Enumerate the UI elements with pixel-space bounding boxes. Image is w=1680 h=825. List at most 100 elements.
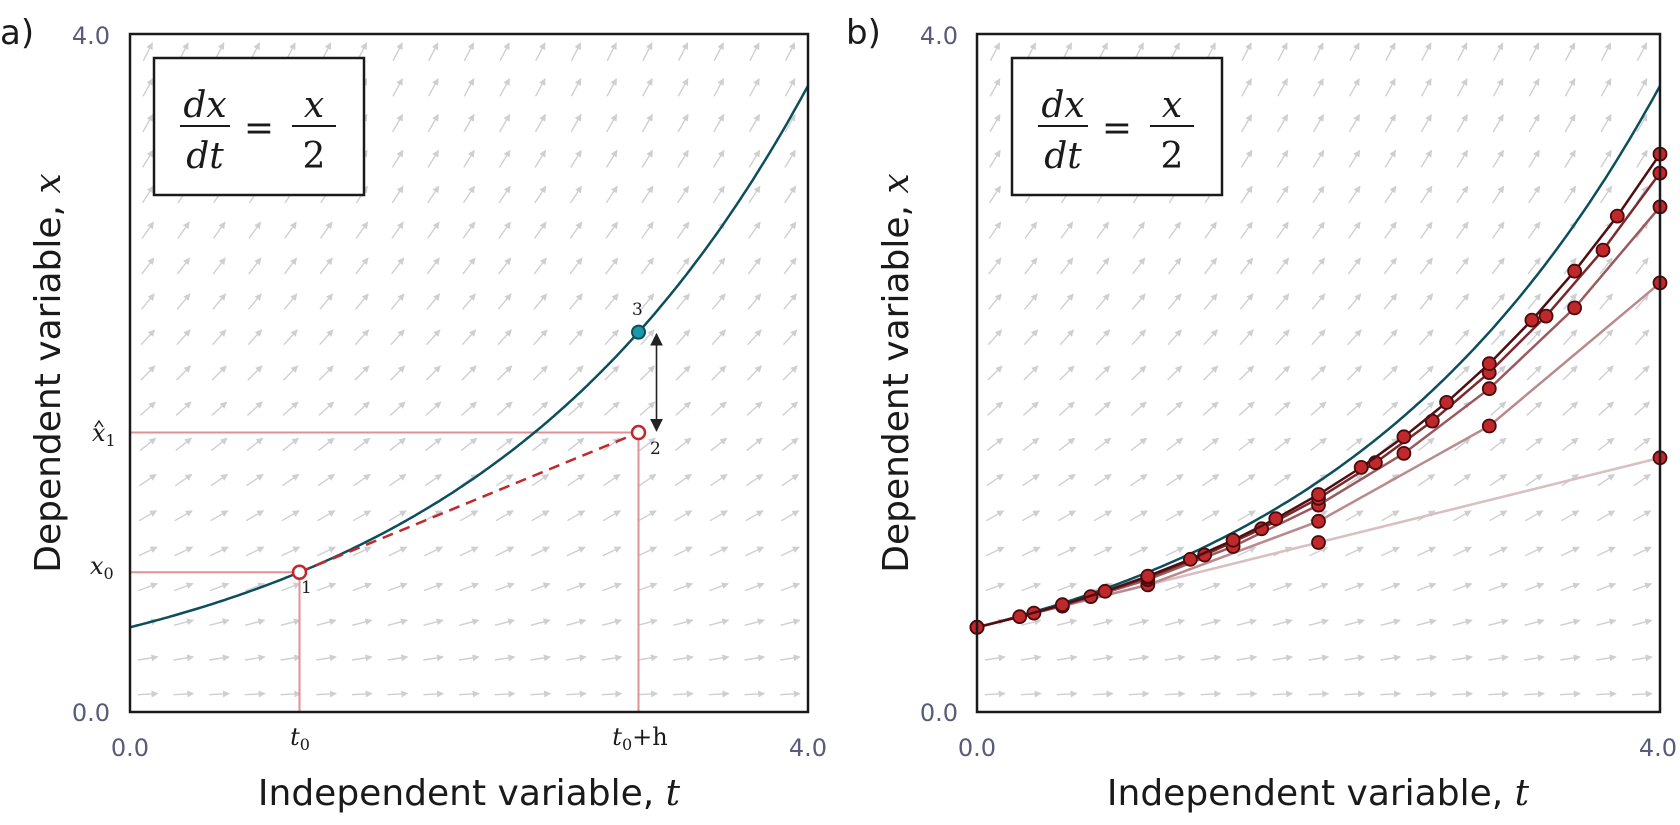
panel-a-slope-arrow-214: [531, 510, 550, 522]
panel-a-slope-arrow-64: [246, 437, 264, 452]
panel-a-slope-arrow-218: [532, 365, 548, 381]
panel-b-series-1-point-3: [1481, 418, 1497, 434]
panel-a-slope-arrow-303: [677, 42, 689, 62]
panel-b-slope-arrow-29: [1023, 329, 1039, 346]
panel-b-slope-arrow-350: [1634, 401, 1651, 416]
panel-b-slope-arrow-217: [1382, 401, 1399, 416]
panel-b-slope-arrow-19: [1020, 690, 1042, 698]
panel-b-slope-arrow-264: [1456, 78, 1468, 97]
panel-a-slope-arrow-96: [316, 654, 337, 662]
panel-a-slope-arrow-211: [530, 618, 551, 626]
panel-b-axes-frame: [975, 32, 1662, 714]
panel-b-slope-arrow-315: [1563, 293, 1578, 310]
panel-a-slope-arrow-191: [494, 654, 516, 662]
panel-a-slope-arrow-203: [498, 221, 511, 239]
panel-b-slope-arrow-78: [1128, 618, 1150, 626]
panel-a-slope-arrow-340: [749, 78, 760, 97]
panel-a-slope-arrow-298: [676, 221, 690, 239]
panel-b-series-line-1: [976, 281, 1661, 629]
panel-a-slope-arrow-140: [389, 437, 407, 452]
panel-b-slope-arrow-22: [1021, 582, 1041, 592]
panel-a-slope-arrow-321: [713, 78, 725, 97]
panel-a-slope-arrow-69: [248, 257, 262, 275]
panel-b-series-4-point-10: [1396, 429, 1412, 445]
panel-b-slope-arrow-345: [1632, 582, 1653, 592]
panel-b-ytick-min: 0.0: [920, 699, 958, 727]
panel-b-slope-arrow-96: [1164, 654, 1186, 662]
panel-a-slope-arrow-47: [211, 365, 227, 381]
panel-a-xtick-max: 4.0: [789, 734, 827, 762]
panel-a-slope-arrow-246: [570, 42, 582, 62]
panel-b-slope-arrow-154: [1272, 618, 1293, 626]
panel-a-xtick-min: 0.0: [111, 734, 149, 762]
panel-b-slope-arrow-87: [1131, 293, 1146, 310]
panel-b-slope-arrow-332: [1598, 365, 1614, 381]
panel-a-slope-arrow-159: [425, 437, 442, 452]
panel-a-slope-arrow-194: [495, 546, 515, 557]
panel-a-slope-arrow-9: [140, 365, 156, 381]
panel-a-slope-arrow-95: [316, 690, 337, 698]
panel-b-slope-arrow-236: [1418, 401, 1435, 416]
panel-b-slope-arrow-83: [1130, 437, 1148, 452]
panel-b-slope-arrow-225: [1384, 113, 1397, 133]
panel-a-slope-arrow-148: [391, 149, 404, 168]
panel-b-slope-arrow-88: [1132, 257, 1146, 275]
panel-a-slope-arrow-341: [749, 42, 760, 62]
panel-a-slope-arrow-78: [280, 618, 301, 626]
panel-a-point-2: [630, 424, 647, 441]
panel-a-slope-arrow-120: [353, 473, 371, 487]
panel-a-slope-arrow-243: [570, 149, 582, 168]
panel-a-slope-arrow-337: [748, 185, 761, 204]
panel-a-slope-arrow-102: [317, 437, 335, 452]
panel-b-slope-arrow-82: [1130, 473, 1148, 487]
panel-a-slope-arrow-260: [605, 221, 619, 239]
panel-b-slope-arrow-359: [1636, 78, 1648, 97]
panel-a-slope-arrow-97: [316, 618, 337, 626]
panel-b-series-2-point-7: [1567, 300, 1582, 316]
panel-a-slope-arrow-316: [712, 257, 726, 275]
panel-b-slope-arrow-145: [1239, 257, 1254, 275]
panel-a-slope-arrow-76: [280, 690, 302, 698]
panel-a-slope-arrow-180: [461, 365, 477, 381]
panel-a-slope-arrow-181: [461, 329, 477, 346]
panel-b-slope-arrow-270: [1488, 546, 1508, 557]
panel-a-slope-arrow-187: [463, 113, 475, 133]
panel-b-slope-arrow-44: [1058, 473, 1076, 487]
panel-a-slope-arrow-11: [140, 293, 155, 310]
panel-b-slope-arrow-329: [1597, 473, 1615, 487]
panel-a-slope-arrow-240: [569, 257, 583, 275]
panel-b-slope-arrow-136: [1236, 582, 1257, 592]
panel-a-tick-t0-plus-h: t0+h: [612, 723, 667, 754]
panel-a-slope-arrow-44: [210, 473, 229, 487]
panel-b-slope-arrow-302: [1528, 78, 1540, 97]
panel-b-slope-arrow-107: [1168, 257, 1182, 275]
panel-a-slope-arrow-220: [533, 293, 548, 310]
panel-b-slope-arrow-212: [1380, 582, 1401, 592]
panel-a-slope-arrow-332: [746, 365, 762, 381]
panel-b-slope-arrow-252: [1453, 510, 1472, 522]
panel-b-slope-arrow-249: [1452, 618, 1473, 626]
panel-a-slope-arrow-114: [351, 690, 373, 698]
panel-a-slope-arrow-32: [177, 221, 190, 239]
panel-b-slope-arrow-254: [1453, 437, 1471, 452]
panel-b-xlabel: Independent variable, t: [1107, 773, 1530, 814]
panel-b-slope-arrow-39: [1056, 654, 1078, 662]
panel-b-slope-arrow-205: [1348, 149, 1361, 168]
panel-a-slope-arrow-272: [638, 473, 657, 487]
panel-a-slope-arrow-342: [780, 690, 801, 698]
panel-b-slope-arrow-352: [1634, 329, 1650, 346]
panel-a-slope-arrow-277: [640, 293, 655, 310]
panel-b-slope-arrow-263: [1456, 113, 1468, 133]
panel-b-slope-arrow-95: [1164, 690, 1186, 698]
panel-b-slope-arrow-228: [1416, 690, 1437, 698]
panel-a-slope-arrow-292: [674, 437, 692, 452]
panel-a-slope-arrow-323: [744, 690, 766, 698]
panel-a-slope-arrow-12: [141, 257, 155, 275]
panel-a-slope-arrow-268: [637, 618, 658, 626]
panel-b-slope-arrow-1: [984, 654, 1006, 662]
panel-b-slope-arrow-186: [1312, 149, 1325, 168]
panel-b-slope-arrow-274: [1490, 401, 1507, 416]
panel-a-slope-arrow-83: [282, 437, 299, 452]
panel-a-slope-arrow-171: [458, 690, 480, 698]
panel-a-slope-arrow-227: [535, 42, 546, 62]
